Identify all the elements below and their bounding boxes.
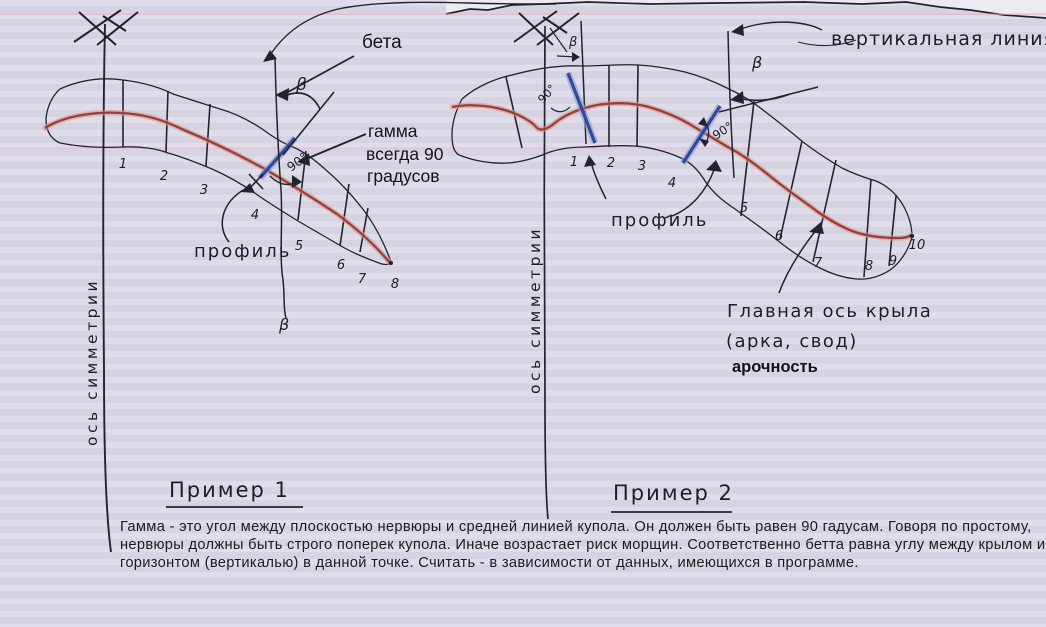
left-wing-tip-dot	[389, 261, 393, 265]
axis-arrows-icon-left	[73, 9, 139, 46]
scan-edge-line	[445, 1, 1046, 19]
main-axis-label: Главная ось крыла	[727, 301, 932, 322]
rib-number: 2	[607, 156, 615, 171]
beta-axis-arrowhead	[572, 52, 580, 62]
angle-90-left: 90°	[284, 149, 311, 174]
symmetry-axis-right	[543, 25, 549, 520]
rib-number: 8	[391, 277, 399, 292]
rib-number: 5	[740, 201, 748, 216]
beta-vertical-line-left	[274, 56, 287, 319]
right-wing-ribs	[505, 64, 897, 278]
angle-90-axis-right: 90°	[535, 81, 559, 106]
example1-title: Пример 1	[169, 478, 290, 502]
right-red-centerline	[451, 102, 912, 240]
footnote-line-1: Гамма - это угол между плоскостью нервюр…	[120, 519, 1031, 535]
right-example-group: β 90° β 90° вертикальная линия профиль Г…	[449, 10, 1046, 520]
footnote-line-3: горизонтом (вертикалью) в данной точке. …	[120, 555, 859, 571]
rib-number: 4	[251, 208, 259, 223]
rib-number: 6	[775, 229, 783, 244]
rib-number: 3	[200, 183, 208, 198]
beta-axis-tick	[549, 27, 568, 53]
left-example-group: β β бета гамма всегда 90 градусов 90° пр…	[42, 9, 444, 553]
beta-arc-arrowhead-left	[275, 88, 289, 101]
rib-number: 4	[668, 176, 676, 191]
beta-symbol-right: β	[751, 53, 762, 72]
rib-number: 8	[865, 259, 873, 274]
main-axis-arrowhead	[809, 222, 824, 234]
beta-symbol-axis-right: β	[568, 35, 577, 50]
axis-arrows-icon-right	[513, 10, 580, 46]
vertical-line-swoop-arrow	[266, 1, 557, 61]
symmetry-axis-left	[102, 23, 112, 553]
gamma-arrowhead	[297, 153, 310, 166]
rib-number: 7	[358, 272, 367, 287]
scanline-pink-1	[0, 13, 1046, 15]
beta-pointer-line	[287, 55, 355, 93]
hook-arrowhead	[731, 24, 744, 36]
rib-number: 1	[570, 155, 578, 170]
profile-label-right: профиль	[611, 210, 708, 231]
gamma-note-line3: градусов	[367, 166, 440, 186]
vertical-line-label: вертикальная линия	[831, 28, 1046, 50]
rib-number: 1	[119, 157, 127, 172]
beta-vertical-line-right	[727, 30, 735, 179]
profile-arrow-left	[221, 188, 246, 243]
profile-dash-right	[664, 214, 673, 219]
gamma-arrow	[305, 133, 367, 160]
beta-arc-arrowhead-right	[730, 91, 744, 104]
rib-number: 9	[889, 254, 897, 269]
profile-arrow-right	[671, 169, 715, 217]
profile-arrowhead-right	[706, 160, 722, 172]
profile-arrowhead2-right	[584, 155, 596, 167]
vertical-line-hook-arrow	[737, 21, 823, 31]
rib-number: 7	[814, 256, 823, 271]
beta-slant-line-left	[282, 91, 335, 156]
paper-top-area	[446, 0, 1046, 18]
gamma-angle-arrowhead-left	[292, 175, 302, 188]
angle-90-arrowhead-top	[698, 117, 708, 127]
footnote-paragraph: Гамма - это угол между плоскостью нервюр…	[120, 519, 1045, 571]
left-wing-outline	[45, 78, 392, 266]
footnote-line-2: нервюры должны быть строго поперек купол…	[120, 537, 1045, 553]
profile-arrowhead-left	[241, 183, 255, 193]
main-axis-arrow	[778, 228, 818, 294]
profile-arrow2-right	[590, 160, 607, 200]
example2-title: Пример 2	[613, 481, 734, 505]
left-red-centerline	[44, 111, 391, 264]
axis-symmetry-label-right: ось симметрии	[526, 226, 544, 394]
hook-arrow-squiggle	[797, 39, 857, 47]
gamma-note-line1: гамма	[368, 121, 418, 141]
archness-label: арочность	[732, 358, 818, 376]
left-wing-ribs	[122, 80, 369, 253]
axis-symmetry-label-left: ось симметрии	[83, 278, 101, 446]
scanline-pink-2	[0, 147, 1046, 149]
beta-symbol-lower-left: β	[278, 315, 289, 334]
rib-number: 2	[160, 169, 168, 184]
angle-90-arrowhead-bottom	[699, 138, 709, 147]
rib-number: 10	[909, 238, 926, 253]
right-rib-numbers: 1 2 3 4 5 6 7 8 9 10	[570, 155, 925, 274]
swoop-arrowhead	[263, 50, 277, 62]
left-blue-rib	[258, 136, 297, 180]
right-wing-tip-dot	[909, 233, 915, 239]
right-blue-rib1	[566, 72, 597, 144]
right-blue-rib2	[681, 105, 722, 164]
gamma-note: гамма всегда 90 градусов	[366, 121, 444, 186]
rib-number: 6	[337, 258, 345, 273]
profile-label-left: профиль	[194, 241, 291, 262]
angle-90-axis-arc	[550, 106, 571, 113]
rib-number: 3	[638, 159, 646, 174]
gamma-note-line2: всегда 90	[366, 144, 444, 164]
right-wing-outline	[451, 64, 913, 280]
beta-label: бета	[362, 32, 402, 53]
main-axis-sublabel: (арка, свод)	[726, 331, 858, 352]
left-rib-numbers: 1 2 3 4 5 6 7 8	[119, 157, 399, 292]
rib-number: 5	[295, 239, 303, 254]
